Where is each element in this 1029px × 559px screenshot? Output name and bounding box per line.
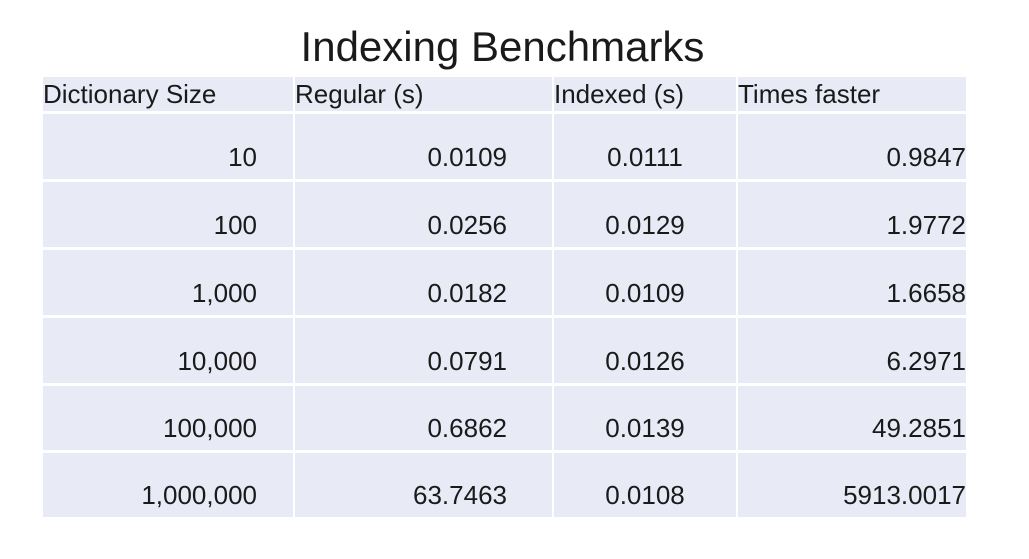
cell-text: 49.2851 bbox=[872, 413, 966, 443]
cell-text: 0.0109 bbox=[605, 278, 685, 308]
cell-text: 6.2971 bbox=[886, 346, 966, 376]
table-cell: 6.2971 bbox=[738, 318, 966, 383]
cell-text: 0.0111 bbox=[607, 142, 683, 172]
cell-text: 1.9772 bbox=[886, 210, 966, 240]
cell-text: 63.7463 bbox=[413, 480, 507, 510]
table-cell: Regular (s) bbox=[295, 77, 552, 111]
table-cell: 1,000 bbox=[43, 250, 293, 315]
table-cell: 0.0126 bbox=[554, 318, 736, 383]
table-cell: Dictionary Size bbox=[43, 77, 293, 111]
table-cell: 0.6862 bbox=[295, 386, 552, 450]
cell-text: 0.0129 bbox=[605, 210, 685, 240]
table-cell: 0.0256 bbox=[295, 182, 552, 247]
cell-text: 10 bbox=[228, 142, 257, 172]
table-cell: 0.0129 bbox=[554, 182, 736, 247]
cell-text: 0.0109 bbox=[427, 142, 507, 172]
cell-text: 0.0126 bbox=[605, 346, 685, 376]
table-cell: 63.7463 bbox=[295, 453, 552, 517]
table-cell: 0.0182 bbox=[295, 250, 552, 315]
cell-text: Indexed (s) bbox=[554, 78, 685, 109]
cell-text: 10,000 bbox=[177, 346, 257, 376]
table-cell: 0.0109 bbox=[295, 114, 552, 179]
table-cell: Times faster bbox=[738, 77, 966, 111]
cell-text: Dictionary Size bbox=[43, 78, 217, 109]
table-cell: 10 bbox=[43, 114, 293, 179]
table-cell: 100,000 bbox=[43, 386, 293, 450]
table-cell: Indexed (s) bbox=[554, 77, 736, 111]
table-cell: 1.6658 bbox=[738, 250, 966, 315]
cell-text: 0.0791 bbox=[427, 346, 507, 376]
cell-text: 1.6658 bbox=[886, 278, 966, 308]
cell-text: Times faster bbox=[738, 78, 881, 109]
cell-text: 100 bbox=[213, 210, 257, 240]
cell-text: Regular (s) bbox=[295, 78, 424, 109]
table-cell: 0.0109 bbox=[554, 250, 736, 315]
table-cell: 1,000,000 bbox=[43, 453, 293, 517]
title: Indexing Benchmarks bbox=[300, 23, 705, 70]
cell-text: 1,000,000 bbox=[141, 480, 257, 510]
table-cell: 100 bbox=[43, 182, 293, 247]
cell-text: 0.0139 bbox=[605, 413, 685, 443]
table-cell: 49.2851 bbox=[738, 386, 966, 450]
table-cell: 0.0139 bbox=[554, 386, 736, 450]
cell-text: 0.0256 bbox=[427, 210, 507, 240]
table-cell: 0.9847 bbox=[738, 114, 966, 179]
table-cell: 0.0111 bbox=[554, 114, 736, 179]
cell-text: 0.6862 bbox=[427, 413, 507, 443]
cell-text: 0.0108 bbox=[605, 480, 685, 510]
table-cell: 0.0108 bbox=[554, 453, 736, 517]
cell-text: 100,000 bbox=[163, 413, 257, 443]
table-cell: 5913.0017 bbox=[738, 453, 966, 517]
table-cell: 1.9772 bbox=[738, 182, 966, 247]
table-cell: 0.0791 bbox=[295, 318, 552, 383]
cell-text: 5913.0017 bbox=[843, 480, 966, 510]
cell-text: 1,000 bbox=[191, 278, 257, 308]
cell-text: 0.9847 bbox=[886, 142, 966, 172]
table-cell: 10,000 bbox=[43, 318, 293, 383]
cell-text: 0.0182 bbox=[427, 278, 507, 308]
